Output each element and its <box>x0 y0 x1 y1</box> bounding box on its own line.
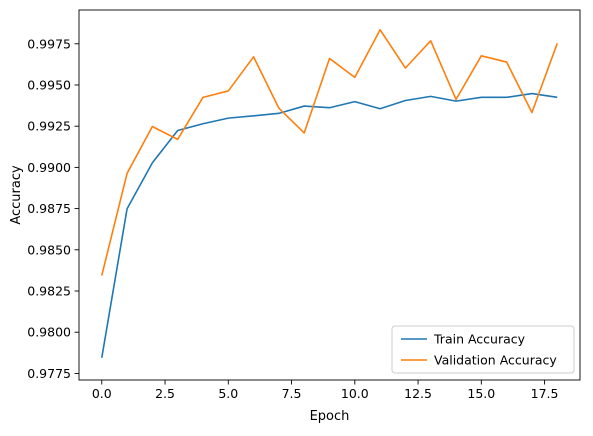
x-tick-label: 2.5 <box>155 386 175 401</box>
y-tick-label: 0.9975 <box>27 36 71 51</box>
series-layer <box>100 28 558 358</box>
x-tick-label: 10.0 <box>341 386 369 401</box>
y-tick-label: 0.9900 <box>27 160 71 175</box>
x-tick-label: 12.5 <box>404 386 432 401</box>
y-tick-label: 0.9875 <box>27 201 71 216</box>
series-line-train-accuracy <box>100 92 558 358</box>
legend-label-validation: Validation Accuracy <box>434 353 557 368</box>
legend: Train Accuracy Validation Accuracy <box>391 325 575 374</box>
y-axis-ticks: 0.9775 0.9800 0.9825 0.9850 0.9875 0.9900 0.99… <box>27 36 79 381</box>
y-axis-label: Accuracy <box>9 165 24 225</box>
x-tick-label: 17.5 <box>531 386 559 401</box>
legend-label-train: Train Accuracy <box>433 332 526 347</box>
series-line-validation-accuracy <box>100 28 558 276</box>
y-tick-label: 0.9775 <box>27 366 71 381</box>
x-axis-label: Epoch <box>310 409 350 424</box>
y-tick-label: 0.9850 <box>27 242 71 257</box>
y-tick-label: 0.9925 <box>27 119 71 134</box>
x-axis-ticks: 0.0 2.5 5.0 7.5 10.0 12.5 15.0 17.5 <box>92 380 559 401</box>
x-tick-label: 5.0 <box>218 386 238 401</box>
y-tick-label: 0.9800 <box>27 325 71 340</box>
y-tick-label: 0.9825 <box>27 284 71 299</box>
x-tick-label: 0.0 <box>92 386 112 401</box>
x-tick-label: 15.0 <box>467 386 495 401</box>
y-tick-label: 0.9950 <box>27 77 71 92</box>
x-tick-label: 7.5 <box>282 386 302 401</box>
legend-box <box>391 325 575 374</box>
plot-frame <box>78 9 581 381</box>
